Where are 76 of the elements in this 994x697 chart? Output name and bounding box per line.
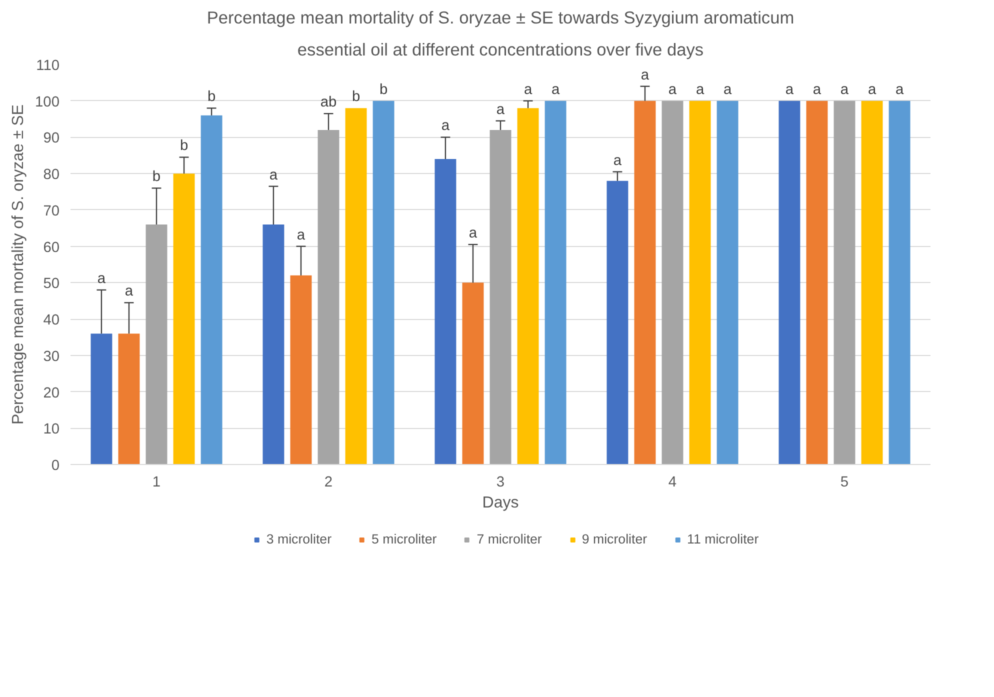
data-label: b	[379, 82, 388, 98]
bar	[146, 224, 168, 464]
data-label: a	[696, 82, 705, 98]
data-label: a	[468, 226, 478, 242]
y-tick-label: 110	[36, 58, 60, 74]
bar	[778, 100, 800, 464]
data-label: a	[296, 227, 306, 244]
data-label: a	[524, 82, 533, 98]
legend-label: 5 microliter	[372, 532, 437, 546]
data-label: a	[895, 82, 904, 98]
bar	[173, 174, 195, 464]
bar	[434, 159, 456, 464]
y-axis-title: Percentage mean mortality of S. oryzae ± SE	[10, 104, 28, 425]
bar	[517, 108, 539, 464]
legend-label: 7 microliter	[476, 532, 542, 546]
y-tick-label: 100	[35, 94, 60, 110]
data-label: a	[496, 102, 506, 118]
bar	[634, 100, 656, 464]
y-tick-label: 20	[43, 385, 60, 402]
y-tick-label: 10	[43, 422, 60, 438]
data-label: a	[613, 152, 622, 169]
x-tick-label: 4	[668, 474, 677, 490]
data-label: a	[840, 82, 850, 98]
x-tick-label: 1	[152, 474, 161, 490]
y-tick-label: 60	[43, 240, 60, 256]
x-tick-label: 3	[496, 474, 505, 490]
legend-label: 9 microliter	[582, 532, 648, 546]
bar	[345, 108, 367, 464]
data-label: b	[352, 89, 360, 106]
y-tick-label: 70	[43, 203, 60, 220]
data-label: a	[441, 118, 450, 134]
y-tick-label: 80	[43, 167, 60, 184]
bar	[806, 100, 828, 464]
bar	[462, 282, 484, 464]
data-label: a	[640, 67, 650, 84]
data-label: a	[668, 82, 678, 98]
y-tick-label: 90	[43, 130, 60, 147]
bar	[262, 224, 284, 464]
data-label: b	[152, 169, 161, 186]
x-tick-label: 2	[324, 474, 333, 490]
bar	[834, 100, 856, 464]
bar	[544, 100, 566, 464]
data-label: a	[812, 82, 822, 98]
y-tick-label: 40	[43, 312, 60, 329]
data-label: a	[723, 82, 732, 98]
y-tick-label: 30	[43, 348, 60, 365]
bar	[606, 180, 628, 464]
bar	[290, 275, 312, 464]
data-label: b	[207, 89, 216, 106]
bar	[689, 100, 711, 464]
chart-title: Percentage mean mortality of S. oryzae ± SE towards Syzygium aromaticum	[206, 8, 794, 28]
data-label: a	[97, 270, 106, 287]
legend-label: 11 microliter	[687, 532, 759, 546]
x-tick-label: 5	[840, 474, 849, 490]
bar	[716, 100, 738, 464]
data-label: ab	[320, 94, 337, 111]
bar	[490, 130, 512, 464]
bar	[888, 100, 910, 464]
legend-label: 3 microliter	[266, 532, 332, 546]
data-label: a	[269, 167, 278, 184]
bar	[372, 100, 394, 464]
y-tick-label: 0	[51, 458, 60, 474]
bar	[200, 115, 222, 464]
bar	[861, 100, 883, 464]
bar	[90, 334, 112, 464]
data-label: a	[551, 82, 560, 98]
y-tick-label: 50	[43, 276, 60, 292]
data-label: a	[868, 82, 877, 98]
bar	[318, 130, 340, 464]
data-label: a	[124, 284, 134, 300]
chart-subtitle: essential oil at different concentrations over five days	[297, 40, 704, 60]
data-label: a	[785, 82, 794, 98]
bar	[662, 100, 684, 464]
data-label: b	[180, 138, 188, 154]
bar	[118, 334, 140, 464]
x-axis-title: Days	[482, 494, 519, 512]
